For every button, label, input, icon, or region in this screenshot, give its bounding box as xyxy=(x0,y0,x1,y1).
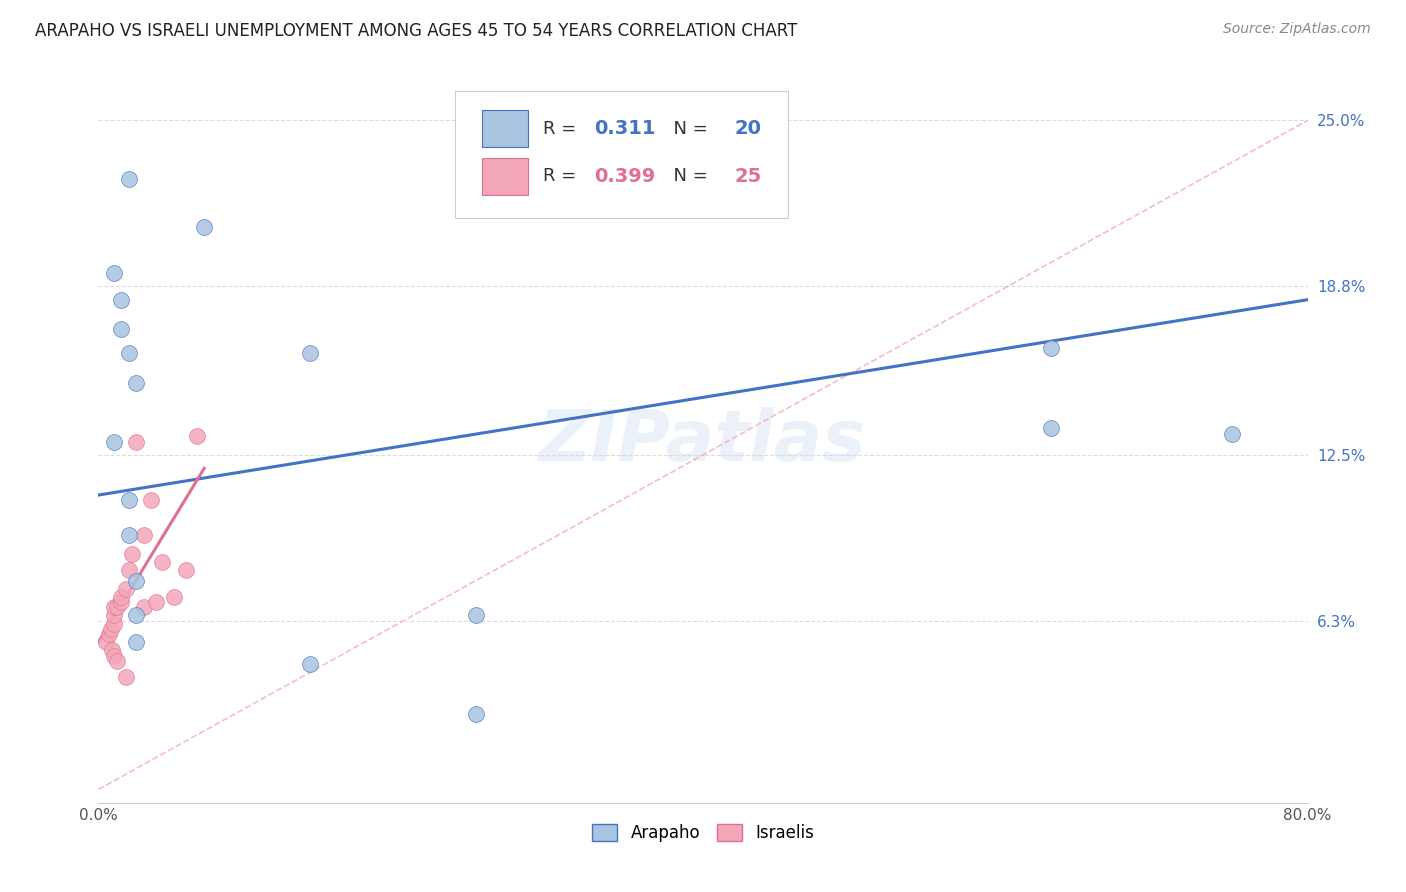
Point xyxy=(118,528,141,542)
Point xyxy=(118,346,141,360)
Point xyxy=(299,657,322,671)
Point xyxy=(98,627,121,641)
Point xyxy=(141,493,163,508)
Point xyxy=(125,608,148,623)
Point xyxy=(121,547,143,561)
Point xyxy=(125,434,148,449)
Point xyxy=(193,220,215,235)
FancyBboxPatch shape xyxy=(482,110,527,147)
Point xyxy=(1039,421,1062,435)
Point xyxy=(105,600,128,615)
Text: 0.399: 0.399 xyxy=(595,167,655,186)
Text: N =: N = xyxy=(662,120,713,137)
Text: 20: 20 xyxy=(734,120,762,138)
Point xyxy=(103,608,125,623)
Point xyxy=(186,429,208,443)
Text: ARAPAHO VS ISRAELI UNEMPLOYMENT AMONG AGES 45 TO 54 YEARS CORRELATION CHART: ARAPAHO VS ISRAELI UNEMPLOYMENT AMONG AG… xyxy=(35,22,797,40)
Text: 25: 25 xyxy=(734,167,762,186)
Point xyxy=(465,707,488,722)
Point xyxy=(110,590,132,604)
Point xyxy=(174,563,197,577)
Point xyxy=(110,595,132,609)
FancyBboxPatch shape xyxy=(456,91,787,218)
Point xyxy=(114,670,136,684)
Text: N =: N = xyxy=(662,168,713,186)
Point xyxy=(103,616,125,631)
Point xyxy=(125,376,148,390)
Text: Source: ZipAtlas.com: Source: ZipAtlas.com xyxy=(1223,22,1371,37)
Point xyxy=(114,582,136,596)
Point xyxy=(1220,426,1243,441)
Point xyxy=(132,528,155,542)
Point xyxy=(105,654,128,668)
Point xyxy=(103,600,125,615)
Point xyxy=(103,266,125,280)
Point xyxy=(110,293,132,307)
Point xyxy=(101,643,124,657)
Point xyxy=(1039,341,1062,355)
Point xyxy=(103,434,125,449)
Point xyxy=(125,574,148,588)
Text: R =: R = xyxy=(543,168,582,186)
Text: R =: R = xyxy=(543,120,582,137)
Point xyxy=(118,172,141,186)
Point xyxy=(465,608,488,623)
Text: 0.311: 0.311 xyxy=(595,120,655,138)
Legend: Arapaho, Israelis: Arapaho, Israelis xyxy=(585,817,821,848)
Point xyxy=(100,622,122,636)
Point xyxy=(103,648,125,663)
Point xyxy=(132,600,155,615)
Point xyxy=(125,635,148,649)
FancyBboxPatch shape xyxy=(482,158,527,195)
Point xyxy=(118,563,141,577)
Point xyxy=(299,346,322,360)
Point xyxy=(163,590,186,604)
Text: ZIPatlas: ZIPatlas xyxy=(540,407,866,476)
Point xyxy=(118,493,141,508)
Point xyxy=(145,595,167,609)
Point xyxy=(94,635,117,649)
Point xyxy=(110,322,132,336)
Point xyxy=(150,555,173,569)
